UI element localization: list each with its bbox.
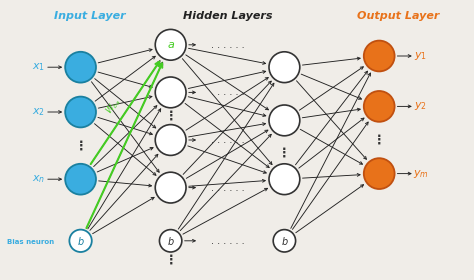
Text: ⋮: ⋮	[278, 146, 291, 159]
Text: . . . . . .: . . . . . .	[211, 40, 244, 50]
Text: Hidden Layers: Hidden Layers	[183, 11, 272, 21]
Text: . . . . . .: . . . . . .	[211, 183, 244, 193]
Text: . . . . . .: . . . . . .	[211, 135, 244, 145]
Ellipse shape	[364, 158, 394, 189]
Ellipse shape	[269, 52, 300, 83]
Ellipse shape	[364, 41, 394, 71]
Ellipse shape	[155, 77, 186, 108]
Text: $\mathbf{\mathit{b}}$: $\mathbf{\mathit{b}}$	[167, 235, 174, 247]
Text: $\mathit{y}_{\mathit{m}}$: $\mathit{y}_{\mathit{m}}$	[413, 168, 429, 179]
Text: ⋮: ⋮	[373, 134, 385, 146]
Text: . . . . . .: . . . . . .	[211, 236, 244, 246]
Ellipse shape	[364, 91, 394, 122]
Text: $\mathit{y}_{\mathit{1}}$: $\mathit{y}_{\mathit{1}}$	[414, 50, 428, 62]
Text: $\mathbf{\mathit{b}}$: $\mathbf{\mathit{b}}$	[77, 235, 84, 247]
Ellipse shape	[269, 164, 300, 195]
Ellipse shape	[155, 29, 186, 60]
Text: ⋮: ⋮	[164, 254, 177, 267]
Text: ⋮: ⋮	[74, 139, 87, 152]
Ellipse shape	[69, 230, 92, 252]
Ellipse shape	[273, 230, 296, 252]
Ellipse shape	[65, 164, 96, 195]
Ellipse shape	[155, 172, 186, 203]
Text: Output Layer: Output Layer	[357, 11, 439, 21]
Ellipse shape	[155, 125, 186, 155]
Ellipse shape	[269, 105, 300, 136]
Text: ⋮: ⋮	[164, 110, 177, 123]
Text: Input Layer: Input Layer	[54, 11, 126, 21]
Ellipse shape	[65, 97, 96, 127]
Text: $\mathit{y}_{\mathit{2}}$: $\mathit{y}_{\mathit{2}}$	[414, 101, 428, 112]
Text: $\mathit{x}_{\mathit{n}}$: $\mathit{x}_{\mathit{n}}$	[32, 173, 46, 185]
Text: Bias neuron: Bias neuron	[8, 239, 55, 245]
Text: $\mathit{W}_{ba}$: $\mathit{W}_{ba}$	[103, 96, 124, 117]
Ellipse shape	[159, 230, 182, 252]
Ellipse shape	[65, 52, 96, 83]
Text: . . . . . .: . . . . . .	[211, 87, 244, 97]
Text: $\mathbf{\mathit{a}}$: $\mathbf{\mathit{a}}$	[166, 40, 175, 50]
Text: $\mathbf{\mathit{b}}$: $\mathbf{\mathit{b}}$	[281, 235, 288, 247]
Text: $\mathit{x}_{\mathit{1}}$: $\mathit{x}_{\mathit{1}}$	[32, 61, 46, 73]
Text: $\mathit{x}_{\mathit{2}}$: $\mathit{x}_{\mathit{2}}$	[32, 106, 46, 118]
